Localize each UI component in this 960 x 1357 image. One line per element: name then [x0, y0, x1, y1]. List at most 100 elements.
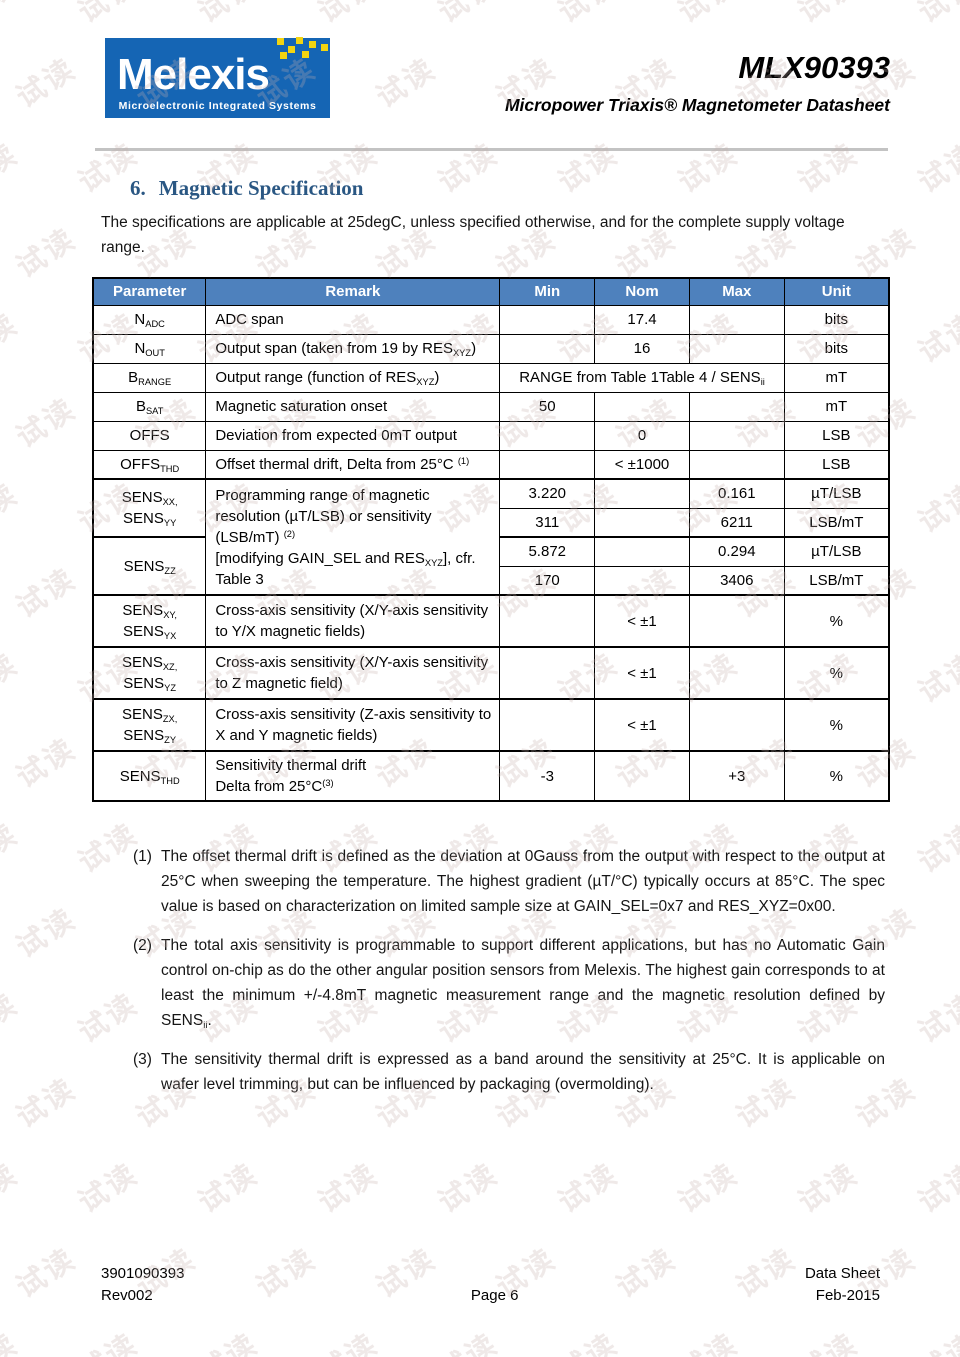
watermark-text: 试读 [69, 0, 146, 31]
logo-tagline: Microelectronic Integrated Systems [118, 100, 317, 112]
nom-cell: 16 [594, 333, 690, 364]
nom-cell [594, 750, 690, 802]
watermark-text: 试读 [909, 1321, 960, 1357]
nom-cell: 17.4 [594, 304, 690, 335]
min-cell [499, 449, 596, 480]
watermark-text: 试读 [0, 815, 25, 880]
watermark-text: 试读 [0, 305, 25, 370]
watermark-text: 试读 [669, 1321, 746, 1357]
footer-doc-number: 3901090393 [101, 1265, 185, 1282]
col-header-remark: Remark [205, 277, 501, 306]
table-row-nadc: NADC ADC span 17.4 bits [92, 304, 890, 335]
footer-page-number: Page 6 [470, 1287, 519, 1304]
watermark-text: 试读 [9, 1240, 83, 1305]
table-row-senszz-2: 170 3406 LSB/mT [93, 565, 890, 596]
nom-cell [594, 507, 690, 538]
table-row-offsthd: OFFSTHD Offset thermal drift, Delta from… [92, 449, 890, 480]
watermark-text: 试读 [9, 560, 83, 625]
footnote-text: The offset thermal drift is defined as t… [161, 848, 885, 915]
unit-cell: LSB/mT [783, 565, 890, 596]
range-cell: RANGE from Table 1Table 4 / SENSii [499, 362, 785, 393]
watermark-text: 试读 [311, 1155, 385, 1220]
watermark-text: 试读 [9, 1070, 83, 1135]
watermark-text: 试读 [309, 0, 386, 31]
param-cell: BRANGE [92, 362, 207, 393]
watermark-text: 试读 [9, 220, 83, 285]
watermark-text: 试读 [789, 0, 866, 31]
max-cell [688, 594, 785, 648]
max-cell: 3406 [688, 565, 785, 596]
min-cell: 170 [499, 565, 596, 596]
remark-cell: Sensitivity thermal drift Delta from 25°C… [205, 750, 501, 802]
min-cell [499, 420, 596, 451]
footnote-marker: (2) [133, 937, 152, 954]
watermark-text: 试读 [911, 645, 960, 710]
param-cell: SENSXY, SENSYX [92, 594, 207, 648]
unit-cell: % [783, 646, 890, 700]
unit-cell: bits [783, 304, 890, 335]
table-row-senszz-1: SENSZZ 5.872 0.294 µT/LSB [92, 536, 890, 596]
max-cell [688, 391, 785, 422]
remark-cell: ADC span [205, 304, 501, 335]
watermark-text: 试读 [71, 1155, 145, 1220]
watermark-text: 试读 [911, 475, 960, 540]
min-cell [499, 333, 596, 364]
logo-brand-text: Melexis [117, 50, 270, 99]
unit-cell: mT [783, 362, 890, 393]
footnote-1: (1) The offset thermal drift is defined … [133, 844, 885, 919]
max-cell: 0.294 [688, 536, 785, 567]
remark-cell: Offset thermal drift, Delta from 25°C (1… [205, 449, 501, 480]
param-cell: SENSXZ, SENSYZ [92, 646, 207, 700]
min-cell: 311 [499, 507, 596, 538]
col-header-min: Min [499, 277, 596, 306]
max-cell [688, 449, 785, 480]
unit-cell: % [783, 698, 890, 752]
watermark-text: 试读 [911, 815, 960, 880]
max-cell [688, 646, 785, 700]
nom-cell [594, 536, 690, 567]
unit-cell: µT/LSB [783, 478, 890, 509]
section-title: Magnetic Specification [158, 176, 364, 200]
table-row-sensthd: SENSTHD Sensitivity thermal drift Delta f… [92, 750, 890, 802]
footnotes: (1) The offset thermal drift is defined … [133, 844, 885, 1097]
unit-cell: LSB/mT [783, 507, 890, 538]
watermark-text: 试读 [671, 1155, 745, 1220]
logo-dot-icon [302, 51, 309, 58]
table-row-crosszx: SENSZX, SENSZY Cross-axis sensitivity (Z-… [92, 698, 890, 752]
max-cell: 0.161 [688, 478, 785, 509]
remark-cell: Programming range of magnetic resolution… [205, 478, 501, 596]
watermark-text: 试读 [431, 1155, 505, 1220]
table-row-crossxy: SENSXY, SENSYX Cross-axis sensitivity (X/… [92, 594, 890, 648]
footnote-2: (2) The total axis sensitivity is progra… [133, 933, 885, 1033]
watermark-text: 试读 [549, 0, 626, 31]
nom-cell: < ±1 [594, 646, 690, 700]
nom-cell: 0 [594, 420, 690, 451]
footnote-text: The sensitivity thermal drift is express… [161, 1051, 885, 1093]
header-title-block: MLX90393 Micropower Triaxis® Magnetomete… [505, 50, 890, 116]
document-subtitle: Micropower Triaxis® Magnetometer Datashe… [504, 95, 890, 115]
col-header-parameter: Parameter [92, 277, 207, 306]
watermark-text: 试读 [0, 0, 25, 31]
nom-cell: < ±1 [594, 594, 690, 648]
max-cell [688, 333, 785, 364]
header-divider [95, 148, 888, 151]
min-cell: 3.220 [499, 478, 596, 509]
param-cell: SENSZX, SENSZY [92, 698, 207, 752]
max-cell: +3 [688, 750, 785, 802]
unit-cell: LSB [783, 449, 890, 480]
logo-dot-icon [288, 46, 295, 53]
param-cell: BSAT [92, 391, 207, 422]
min-cell: -3 [499, 750, 596, 802]
footnote-marker: (3) [133, 1051, 152, 1068]
footer-doc-type: Data Sheet [804, 1265, 880, 1282]
nom-cell: < ±1000 [594, 449, 690, 480]
intro-paragraph: The specifications are applicable at 25d… [101, 214, 845, 256]
remark-cell: Output range (function of RESXYZ) [205, 362, 501, 393]
footer-date: Feb-2015 [815, 1287, 880, 1304]
remark-cell: Output span (taken from 19 by RESXYZ) [205, 333, 501, 364]
table-row-offs: OFFS Deviation from expected 0mT output … [92, 420, 890, 451]
col-header-max: Max [688, 277, 785, 306]
document-title: MLX90393 [738, 50, 890, 85]
param-cell: NOUT [92, 333, 207, 364]
